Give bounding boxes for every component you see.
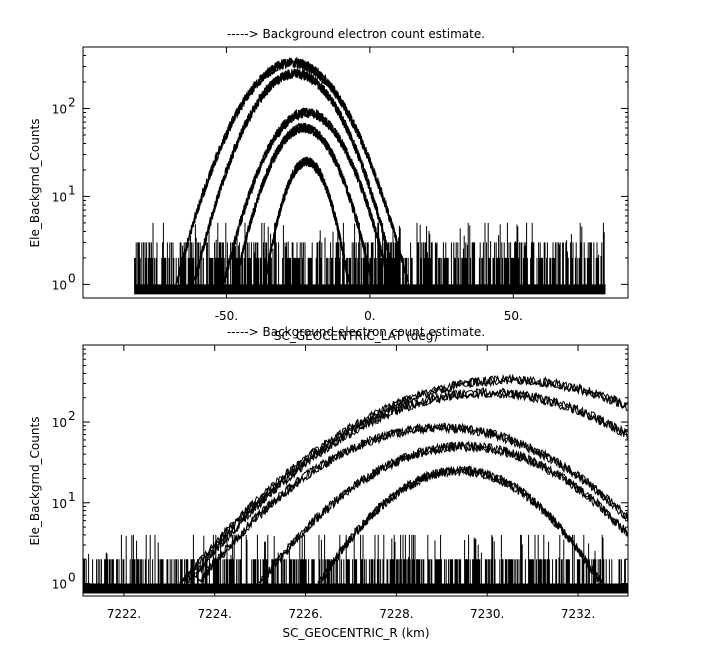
bottom-x-axis-label: SC_GEOCENTRIC_R (km) (283, 626, 430, 640)
x-tick-label: 7224. (198, 607, 232, 621)
series-line-3 (223, 106, 390, 284)
top-x-axis-label: SC_GEOCENTRIC_LAT (deg) (274, 329, 438, 343)
y-tick-exponent: 0 (68, 570, 76, 584)
bottom-y-axis-label: Ele_Backgrnd_Counts (28, 417, 42, 546)
series-line-5 (263, 157, 350, 285)
bottom-plot-frame (82, 344, 629, 597)
x-tick-label: 7228. (379, 607, 413, 621)
top-panel: -----> Background electron count estimat… (28, 27, 629, 343)
y-tick-exponent: 1 (68, 183, 76, 197)
top-plot-marks (134, 56, 606, 295)
series-line-4 (234, 122, 373, 284)
noise-floor-bars (134, 222, 606, 295)
y-tick-label: 10 (52, 416, 67, 430)
noise-floor-bars (82, 534, 629, 594)
y-tick-exponent: 2 (68, 409, 76, 423)
top-x-ticks: -50. 0. 50. (215, 47, 523, 323)
x-tick-label: 7226. (288, 607, 322, 621)
series-line-1 (179, 373, 629, 584)
bottom-x-ticks: 7222. 7224. 7226. 7228. 7230. 7232. (107, 345, 595, 621)
series-line-5 (318, 464, 604, 584)
x-tick-label: 0. (364, 309, 375, 323)
y-tick-label: 10 (52, 577, 67, 591)
series-line-5 (318, 465, 604, 584)
series-line-2 (187, 387, 628, 583)
series-line-2 (192, 68, 397, 285)
x-tick-label: 7232. (561, 607, 595, 621)
top-y-axis-label: Ele_Backgrnd_Counts (28, 119, 42, 248)
y-tick-label: 10 (52, 278, 67, 292)
x-tick-label: 7230. (470, 607, 504, 621)
bottom-plot-marks (82, 373, 629, 594)
top-plot-frame (82, 46, 629, 299)
top-chart-title: -----> Background electron count estimat… (227, 27, 485, 41)
x-tick-label: 7222. (107, 607, 141, 621)
y-tick-label: 10 (52, 190, 67, 204)
bottom-chart-title: -----> Background electron count estimat… (227, 325, 485, 339)
x-tick-label: 50. (504, 309, 523, 323)
y-tick-label: 10 (52, 497, 67, 511)
series-line-3 (197, 422, 629, 584)
x-tick-label: -50. (215, 309, 238, 323)
y-tick-exponent: 0 (68, 271, 76, 285)
bottom-panel: -----> Background electron count estimat… (28, 325, 629, 640)
series-line-2 (185, 387, 628, 584)
series-line-4 (258, 441, 628, 583)
series-line-1 (176, 57, 409, 283)
y-tick-exponent: 1 (68, 490, 76, 504)
y-tick-exponent: 2 (68, 95, 76, 109)
y-tick-label: 10 (52, 102, 67, 116)
